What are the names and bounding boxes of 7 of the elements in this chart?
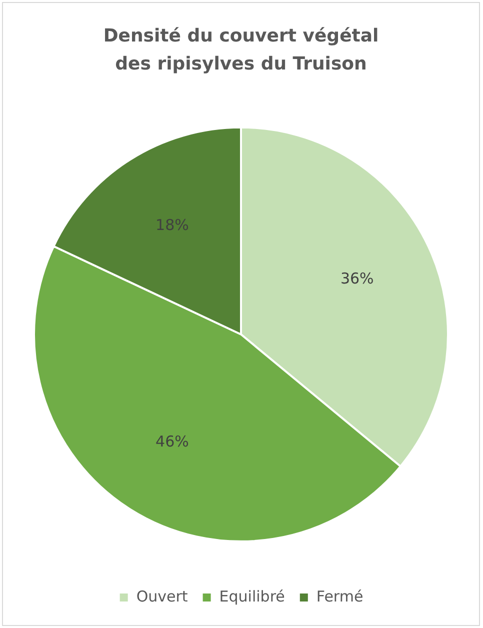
- data-label: 18%: [156, 216, 189, 234]
- legend-label: Ouvert: [136, 587, 188, 606]
- legend-label: Fermé: [316, 587, 364, 606]
- legend-label: Equilibré: [219, 587, 285, 606]
- data-label: 46%: [156, 432, 189, 451]
- chart-title: Densité du couvert végétal des ripisylves du Truison: [103, 26, 379, 75]
- data-label: 36%: [340, 270, 374, 288]
